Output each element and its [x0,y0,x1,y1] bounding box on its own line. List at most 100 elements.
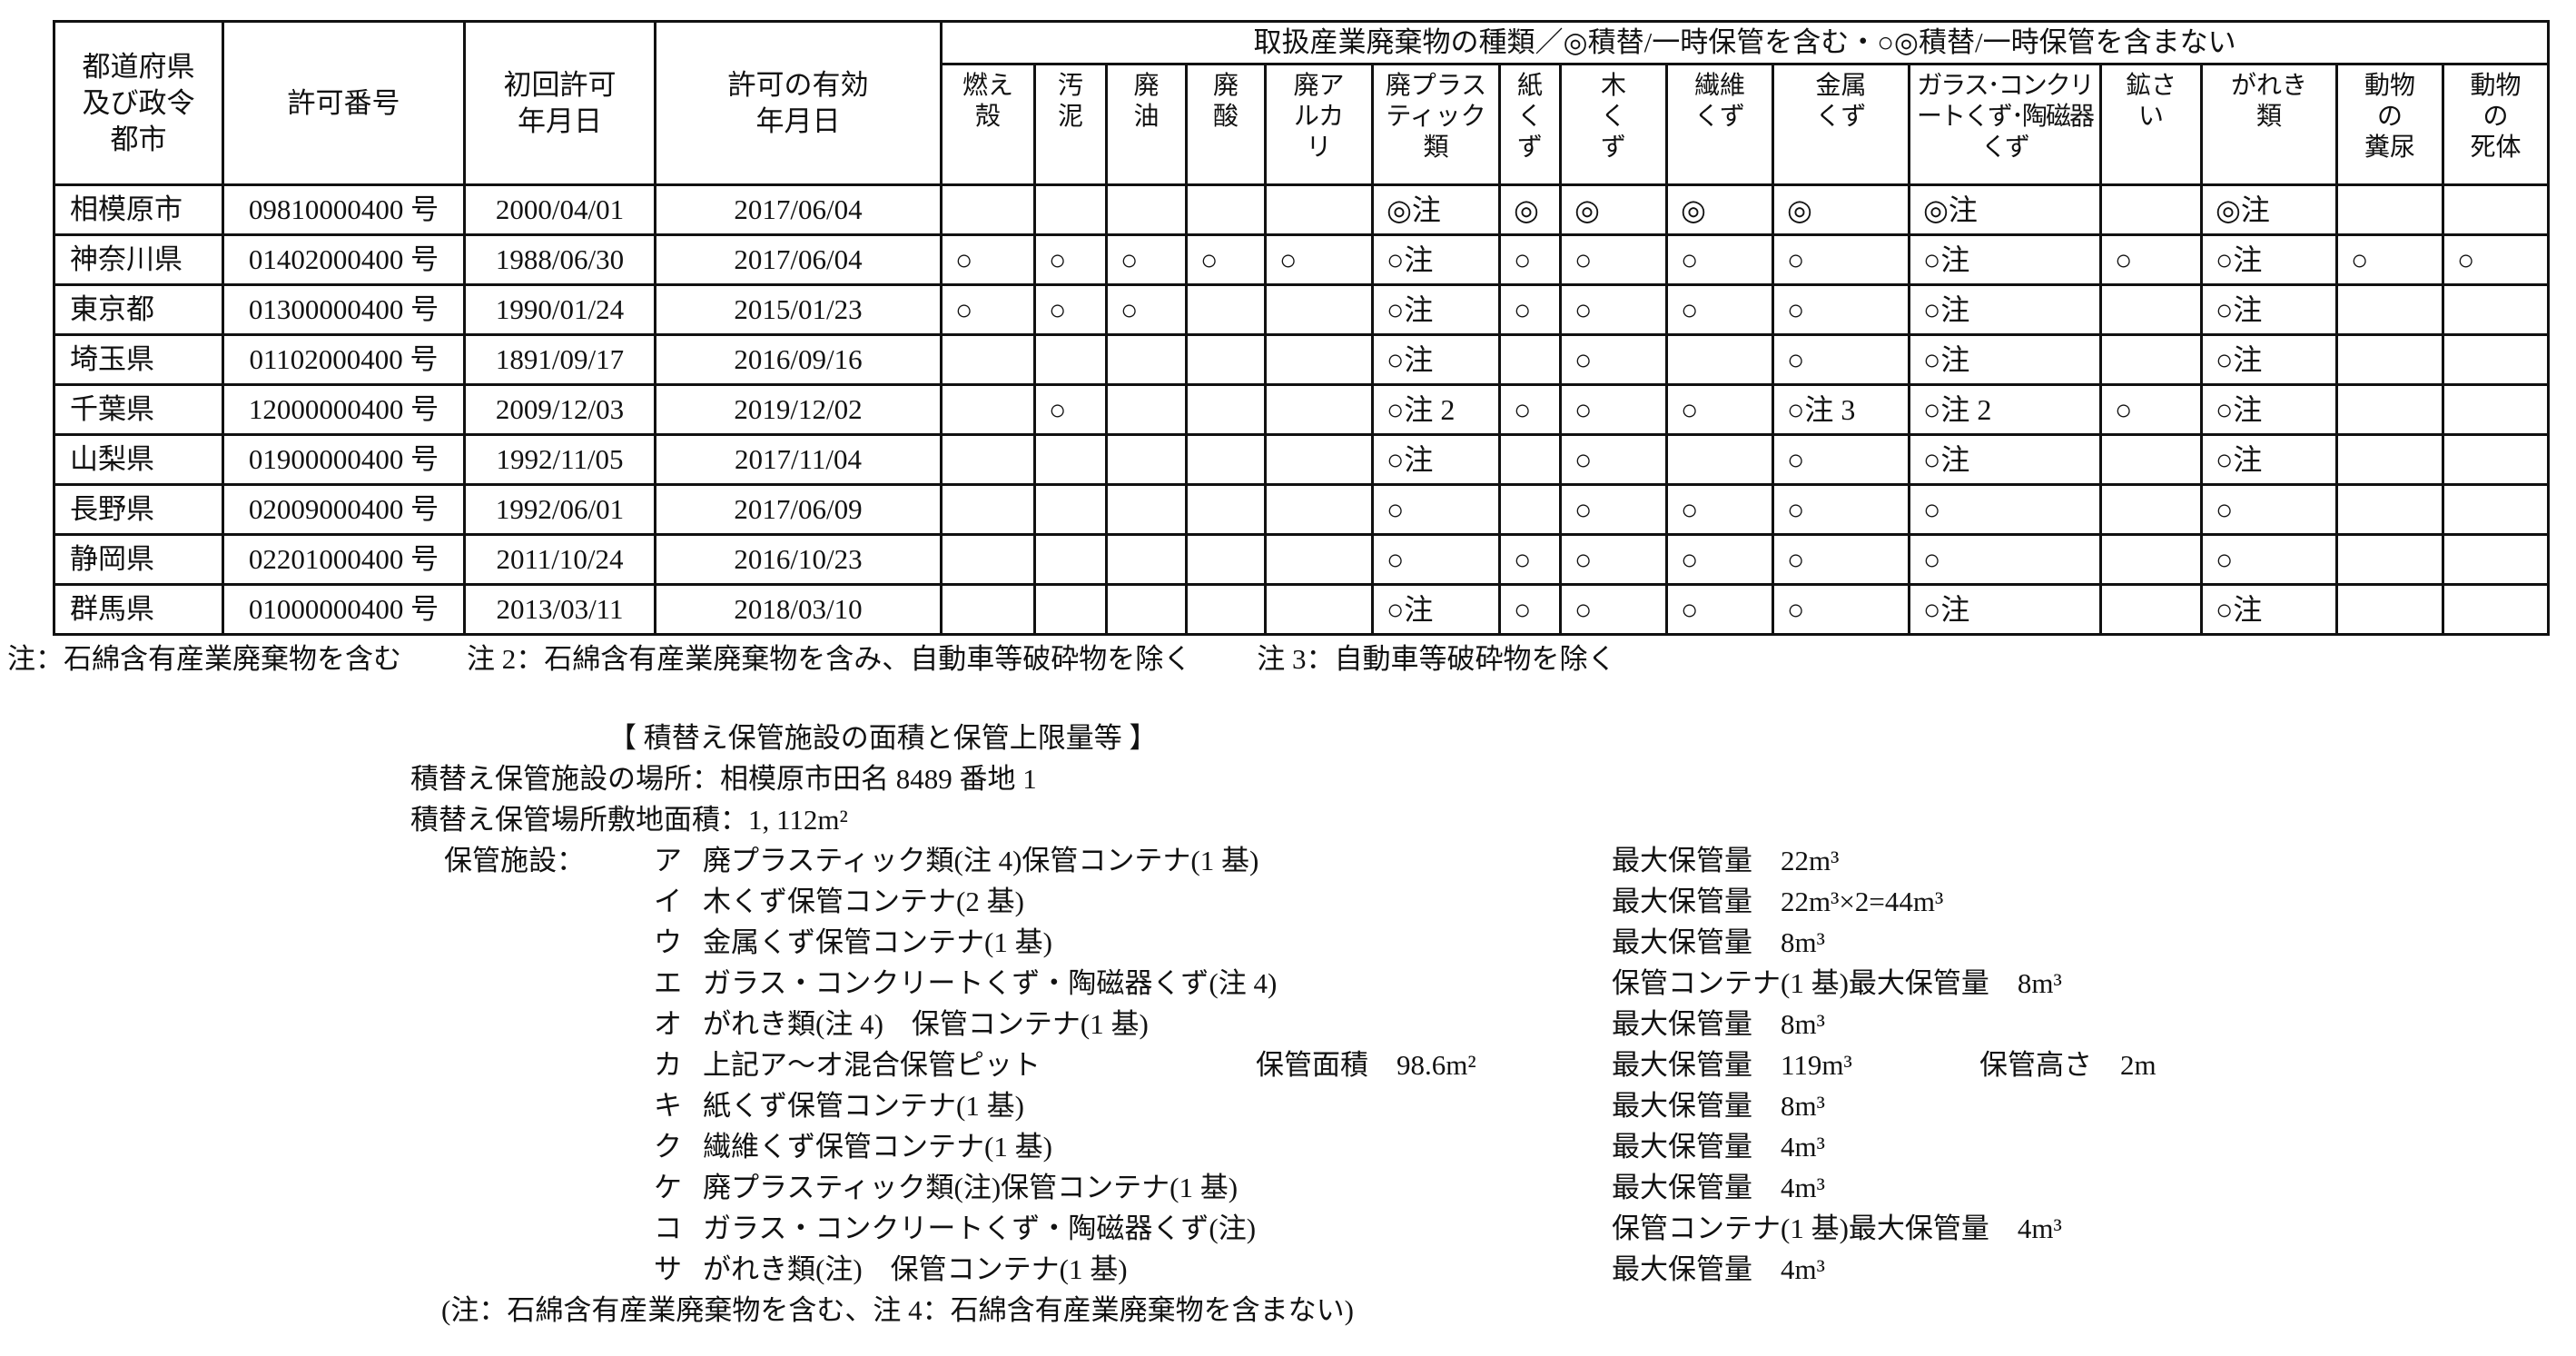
waste-type-mark-cell: ○ [1772,433,1910,486]
waste-type-mark-cell [2335,533,2444,586]
waste-type-mark-cell: ○注 [1908,333,2102,386]
waste-type-mark-cell: ○ [1498,533,1562,586]
waste-type-mark-cell: ○ [1105,233,1188,286]
waste-type-mark-cell: ◎ [1559,183,1668,236]
facilities-label-spacer [410,881,654,922]
first-permit-date-cell: 1992/06/01 [463,483,656,536]
waste-type-mark-cell [1185,583,1267,636]
header-waste-type: 廃 油 [1105,63,1188,186]
facility-description: ガラス・コンクリートくず・陶磁器くず(注 4) [703,967,1278,999]
waste-type-mark-cell [2099,583,2203,636]
header-waste-type: 動物 の 死体 [2441,63,2551,186]
waste-type-mark-cell: ○ [1559,483,1668,536]
facility-list: 保管施設： ア廃プラスティック類(注 4)保管コンテナ(1 基) 最大保管量 22m… [410,840,2576,1290]
facilities-label-spacer [410,1044,654,1085]
waste-type-mark-cell: ○ [1559,283,1668,336]
waste-type-mark-cell: ○注 [1371,583,1501,636]
valid-date-cell: 2017/06/09 [654,483,943,536]
waste-type-mark-cell [2099,283,2203,336]
waste-type-mark-cell: ○ [1559,583,1668,636]
waste-type-mark-cell [2441,483,2551,536]
waste-type-mark-cell: ○注 2 [1908,383,2102,436]
waste-type-mark-cell [2441,533,2551,586]
waste-type-mark-cell: ○ [1908,483,2102,536]
waste-type-mark-cell: ○注 [1908,583,2102,636]
table-row: 東京都 01300000400 号 1990/01/24 2015/01/23 ○ ○ ○ ○… [53,283,2551,336]
facility-max-capacity: 最大保管量 4m³ [1612,1172,1825,1203]
waste-type-mark-cell [2099,433,2203,486]
waste-type-mark-cell [1264,583,1374,636]
waste-type-mark-cell [1033,183,1108,236]
waste-type-mark-cell [1105,583,1188,636]
facilities-label-spacer [410,1085,654,1126]
waste-type-mark-cell [2441,333,2551,386]
waste-type-mark-cell [2335,433,2444,486]
waste-type-mark-cell: ○ [1498,233,1562,286]
waste-type-mark-cell [2335,333,2444,386]
waste-type-mark-cell: ○ [940,233,1036,286]
facilities-label-spacer [410,922,654,963]
valid-date-cell: 2016/10/23 [654,533,943,586]
facility-description: 紙くず保管コンテナ(1 基) [703,1090,1024,1122]
waste-type-mark-cell: ○注 3 [1772,383,1910,436]
table-row: 千葉県 12000000400 号 2009/12/03 2019/12/02 ○ ○注 … [53,383,2551,436]
waste-type-mark-cell: ○ [2200,533,2338,586]
valid-date-cell: 2017/06/04 [654,183,943,236]
facility-max-capacity: 最大保管量 4m³ [1612,1131,1825,1163]
waste-type-mark-cell: ○ [1665,383,1774,436]
waste-type-mark-cell [1185,333,1267,386]
waste-type-mark-cell: ○注 [2200,233,2338,286]
valid-date-cell: 2017/06/04 [654,233,943,286]
waste-type-mark-cell [1185,433,1267,486]
facilities-label: 保管施設： [444,845,585,876]
waste-type-mark-cell: ○注 [1371,233,1501,286]
waste-type-mark-cell: ○ [1185,233,1267,286]
waste-type-mark-cell [1498,333,1562,386]
facility-max-capacity: 最大保管量 119m³ [1612,1049,1852,1081]
waste-type-mark-cell: ○ [1772,283,1910,336]
facility-description: 金属くず保管コンテナ(1 基) [703,926,1052,958]
waste-type-mark-cell: ◎注 [1371,183,1501,236]
permit-number-cell: 01300000400 号 [222,283,466,336]
facility-max-capacity: 最大保管量 22m³×2=44m³ [1612,886,1944,917]
prefecture-cell: 東京都 [53,283,224,336]
waste-type-mark-cell [1665,433,1774,486]
waste-type-mark-cell: ○ [2200,483,2338,536]
prefecture-cell: 群馬県 [53,583,224,636]
waste-type-mark-cell: ○注 [2200,383,2338,436]
facility-description: 上記ア～オ混合保管ピット [703,1049,1041,1081]
facilities-label-spacer [410,1167,654,1208]
waste-type-mark-cell: ◎注 [2200,183,2338,236]
first-permit-date-cell: 2000/04/01 [463,183,656,236]
waste-type-mark-cell: ○ [1559,383,1668,436]
waste-type-mark-cell [2441,283,2551,336]
waste-type-mark-cell [1033,533,1108,586]
waste-type-mark-cell [2441,433,2551,486]
storage-location: 積替え保管施設の場所：相模原市田名 8489 番地 1 [410,763,1037,795]
waste-type-mark-cell [940,333,1036,386]
waste-type-mark-cell [1264,483,1374,536]
waste-type-mark-cell: ○ [1772,233,1910,286]
waste-type-mark-cell [1105,433,1188,486]
waste-type-mark-cell [1033,333,1108,386]
prefecture-cell: 千葉県 [53,383,224,436]
facilities-label-spacer [410,1249,654,1290]
waste-type-mark-cell [2099,533,2203,586]
waste-type-mark-cell [940,483,1036,536]
header-waste-types-title: 取扱産業廃棄物の種類／◎積替/一時保管を含む・○◎積替/一時保管を含まない [939,20,2551,65]
permit-number-cell: 01900000400 号 [222,433,466,486]
facility-letter: キ [654,1090,682,1122]
permit-number-cell: 09810000400 号 [222,183,466,236]
permit-table: 都道府県 及び政令 都市 許可番号 初回許可 年月日 許可の有効 年月日 取扱産… [53,20,2551,636]
permit-number-cell: 02009000400 号 [222,483,466,536]
header-waste-type: 繊維 くず [1665,63,1774,186]
facility-description: がれき類(注 4) 保管コンテナ(1 基) [703,1008,1149,1040]
facility-letter: ク [654,1131,682,1163]
table-row: 埼玉県 01102000400 号 1891/09/17 2016/09/16 ○注 ○ ○… [53,333,2551,386]
waste-type-mark-cell [1665,333,1774,386]
waste-type-mark-cell [1498,483,1562,536]
waste-type-mark-cell [1185,283,1267,336]
waste-type-mark-cell: ○ [1559,233,1668,286]
prefecture-cell: 静岡県 [53,533,224,586]
waste-type-mark-cell: ○ [1105,283,1188,336]
